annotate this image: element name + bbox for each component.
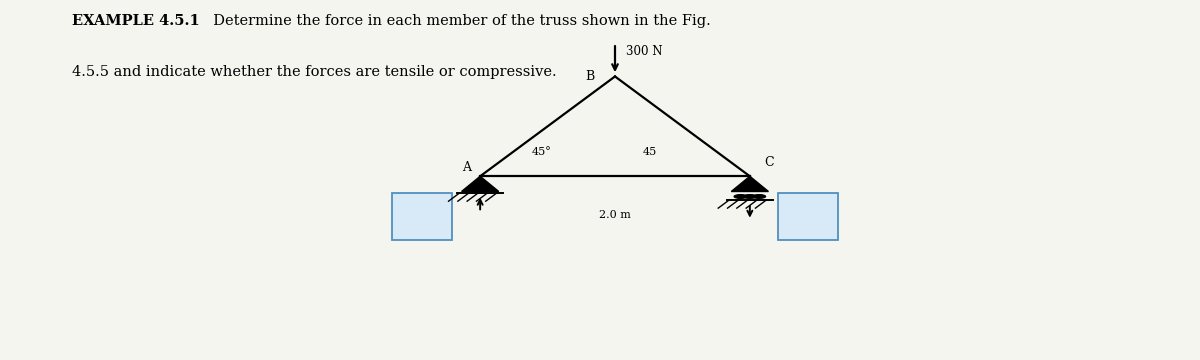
Text: A: A bbox=[462, 161, 470, 175]
Bar bbox=[391, 193, 452, 240]
Text: 45: 45 bbox=[643, 147, 658, 157]
Text: 45°: 45° bbox=[532, 147, 551, 157]
Circle shape bbox=[752, 194, 766, 198]
Text: C: C bbox=[764, 156, 774, 169]
Text: Determine the force in each member of the truss shown in the Fig.: Determine the force in each member of th… bbox=[204, 14, 710, 28]
Circle shape bbox=[734, 194, 748, 198]
Bar bbox=[778, 193, 838, 240]
Text: 300 N: 300 N bbox=[626, 45, 662, 58]
Text: 2.0 m: 2.0 m bbox=[599, 210, 631, 220]
Polygon shape bbox=[731, 176, 768, 192]
Polygon shape bbox=[462, 176, 499, 192]
Text: B: B bbox=[586, 70, 594, 83]
Text: 4.5.5 and indicate whether the forces are tensile or compressive.: 4.5.5 and indicate whether the forces ar… bbox=[72, 65, 557, 79]
Text: EXAMPLE 4.5.1: EXAMPLE 4.5.1 bbox=[72, 14, 199, 28]
Circle shape bbox=[743, 194, 756, 198]
